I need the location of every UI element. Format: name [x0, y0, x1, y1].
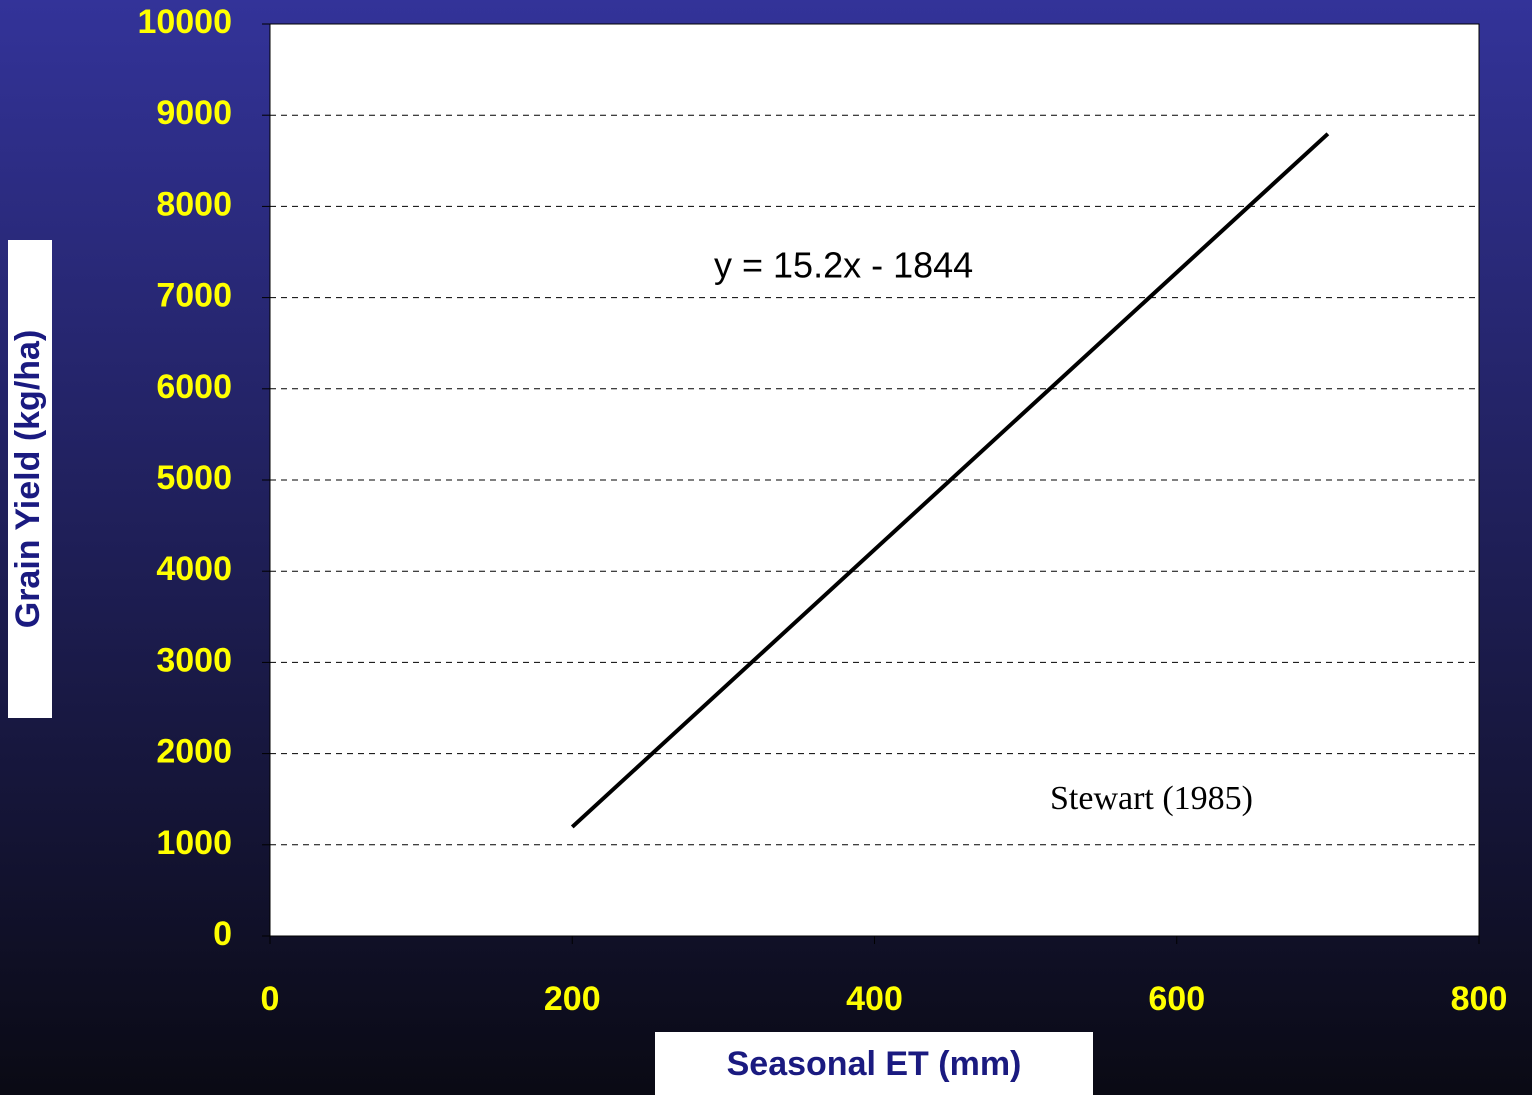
- x-axis-label: Seasonal ET (mm): [727, 1045, 1022, 1083]
- y-tick-label: 1000: [156, 824, 232, 862]
- x-tick-label: 0: [261, 980, 280, 1018]
- y-label-box: [8, 240, 52, 718]
- x-tick-label: 800: [1451, 980, 1508, 1018]
- y-tick-label: 5000: [156, 459, 232, 497]
- y-tick-label: 4000: [156, 550, 232, 588]
- y-tick-label: 10000: [137, 3, 232, 41]
- y-tick-label: 0: [213, 915, 232, 953]
- y-axis-label: Grain Yield (kg/ha): [9, 330, 47, 629]
- x-label-box: [655, 1032, 1093, 1095]
- x-tick-label: 200: [544, 980, 601, 1018]
- y-tick-label: 9000: [156, 94, 232, 132]
- y-tick-label: 8000: [156, 185, 232, 223]
- y-tick-label: 6000: [156, 368, 232, 406]
- y-tick-label: 7000: [156, 277, 232, 315]
- y-tick-label: 2000: [156, 733, 232, 771]
- y-tick-label: 3000: [156, 641, 232, 679]
- line: [570, 132, 1330, 829]
- x-tick-label: 400: [846, 980, 903, 1018]
- source-note: Stewart (1985): [1050, 780, 1253, 817]
- x-tick-label: 600: [1148, 980, 1205, 1018]
- equation: y = 15.2x - 1844: [714, 245, 973, 286]
